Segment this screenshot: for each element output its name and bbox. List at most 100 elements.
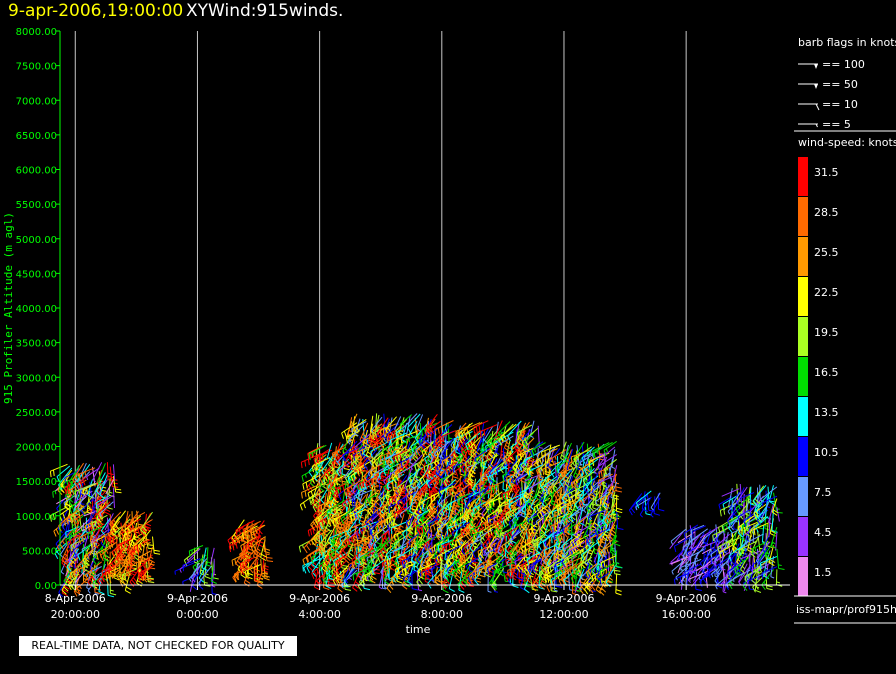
wind-barb [381,524,400,542]
wind-barb [379,423,397,437]
speed-swatch [798,157,808,196]
wind-barb [770,556,775,579]
wind-barb [129,569,140,587]
wind-barb [91,529,108,544]
wind-barb [76,464,91,487]
barb-legend: == 100 == 50 == 10 == 5 [798,58,865,131]
speed-legend: 31.5 28.5 25.5 22.5 19.5 16.5 13.5 10.5 7.5 4.5 1.… [798,157,839,596]
wind-barb [332,509,352,527]
wind-barb [189,570,196,592]
wind-barb [378,566,385,590]
wind-barb [309,490,325,506]
barb-legend-label: == 100 [822,58,865,71]
wind-barb [94,501,111,522]
wind-barb [109,575,117,596]
wind-barb [372,464,390,479]
wind-barb [65,528,84,546]
x-tick-label-date: 8-Apr-2006 [45,592,106,605]
wind-barb [109,511,122,530]
wind-barb [100,517,111,536]
wind-barb [307,481,327,500]
wind-barb [350,413,358,432]
wind-barb [68,541,81,563]
y-tick-label: 4000.00 [16,304,57,315]
speed-legend-title: wind-speed: knots [798,136,896,149]
wind-barb [343,478,364,496]
wind-barb [355,501,372,519]
wind-barb [311,561,327,580]
x-tick-label-date: 9-Apr-2006 [167,592,228,605]
wind-barb [61,542,71,565]
wind-barb [243,520,261,535]
wind-barb [69,497,84,515]
wind-barb [125,561,137,578]
wind-barb [97,463,106,486]
x-tick-label-date: 9-Apr-2006 [411,592,472,605]
wind-barb [79,467,96,480]
wind-barbs [49,413,785,598]
quality-notice: REAL-TIME DATA, NOT CHECKED FOR QUALITY [19,636,297,656]
wind-barb [370,441,389,458]
wind-barb [140,511,153,535]
x-tick-label-time: 0:00:00 [176,608,218,621]
barb-legend-label: == 10 [822,98,858,111]
wind-barb [106,577,115,598]
wind-barb [105,479,114,495]
wind-barb [364,492,383,506]
wind-barb [187,548,201,562]
wind-barb [352,566,373,581]
barb-legend-label: == 50 [822,78,858,91]
wind-barb [255,539,262,558]
y-tick-label: 0.00 [35,581,57,592]
barb-legend-title: barb flags in knots [798,36,896,49]
wind-barb [174,562,195,575]
wind-barb [240,535,258,552]
y-tick-label: 7500.00 [16,62,57,73]
wind-barb-plot: 8-Apr-2006 20:00:00 9-Apr-2006 0:00:00 9-Apr… [2,27,790,636]
wind-barb [369,471,380,492]
wind-barb [302,558,322,572]
wind-barb [105,568,122,585]
wind-barb [56,465,71,483]
speed-swatch [798,557,808,596]
title-datetime: 9-apr-2006,19:00:00 [8,1,184,21]
wind-barb [92,462,103,483]
wind-barb [240,550,255,571]
y-axis-label: 915 Profiler Altitude (m agl) [2,212,15,404]
wind-barb [104,513,114,531]
wind-barb [263,536,271,554]
wind-barb [201,547,208,571]
wind-barb [354,432,372,451]
wind-barb [89,529,100,544]
y-tick-label: 8000.00 [16,27,57,38]
wind-barb [137,529,151,551]
wind-barb [124,515,142,536]
barb-legend-item: == 10 [798,98,858,111]
y-tick-label: 7000.00 [16,96,57,107]
wind-barb [775,569,783,587]
x-tick-label-date: 9-Apr-2006 [533,592,594,605]
speed-swatch [798,397,808,436]
wind-barb [99,501,114,517]
wind-barb [371,559,385,575]
speed-swatch [798,277,808,316]
wind-barb [326,500,344,518]
wind-barb [248,552,262,574]
wind-barb [137,550,151,564]
wind-barb [75,568,87,583]
wind-barb [250,524,266,539]
speed-label: 7.5 [814,486,832,499]
y-tick-label: 3500.00 [16,339,57,350]
wind-barb [152,536,161,555]
wind-barb [100,526,122,543]
y-tick-label: 5000.00 [16,235,57,246]
wind-barb [657,493,665,512]
speed-swatch [798,517,808,556]
x-axis-label: time [406,623,431,636]
wind-barb [344,545,353,564]
wind-barb [325,503,344,521]
speed-label: 22.5 [814,286,839,299]
wind-barb [130,511,146,527]
wind-barb [97,494,114,509]
wind-barb [240,540,255,561]
